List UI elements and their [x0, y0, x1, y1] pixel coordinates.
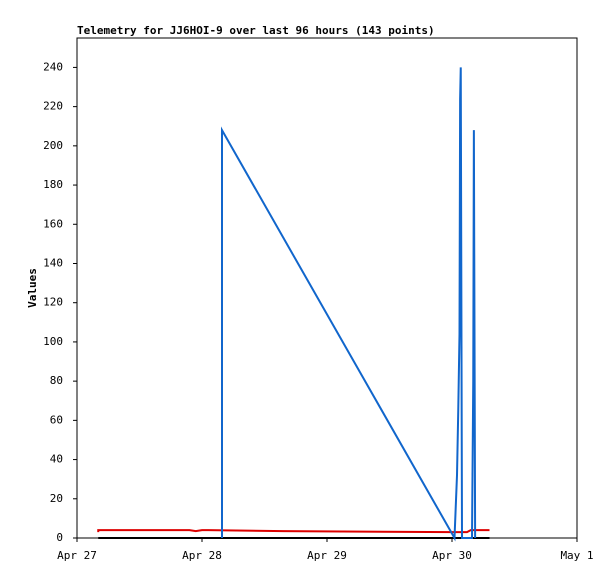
series-line [221, 67, 477, 542]
y-tick-label: 100 [43, 335, 63, 348]
y-tick-label: 20 [50, 492, 63, 505]
x-tick-label: Apr 29 [307, 549, 347, 562]
plot-frame [76, 37, 578, 539]
series-line [97, 529, 490, 534]
y-tick-label: 140 [43, 256, 63, 269]
x-tick-label: May 1 [560, 549, 593, 562]
y-tick-label: 220 [43, 100, 63, 113]
y-tick-label: 40 [50, 453, 63, 466]
y-tick-label: 240 [43, 60, 63, 73]
y-tick-label: 200 [43, 139, 63, 152]
y-tick-label: 60 [50, 413, 63, 426]
x-tick-label: Apr 30 [432, 549, 472, 562]
chart-title: Telemetry for JJ6HOI-9 over last 96 hour… [77, 24, 435, 37]
y-tick-label: 180 [43, 178, 63, 191]
y-tick-label: 120 [43, 296, 63, 309]
y-tick-label: 80 [50, 374, 63, 387]
x-tick-label: Apr 28 [182, 549, 222, 562]
y-tick-label: 0 [56, 531, 63, 544]
y-axis-label: Values [26, 268, 39, 308]
x-tick-label: Apr 27 [57, 549, 97, 562]
y-tick-label: 160 [43, 217, 63, 230]
